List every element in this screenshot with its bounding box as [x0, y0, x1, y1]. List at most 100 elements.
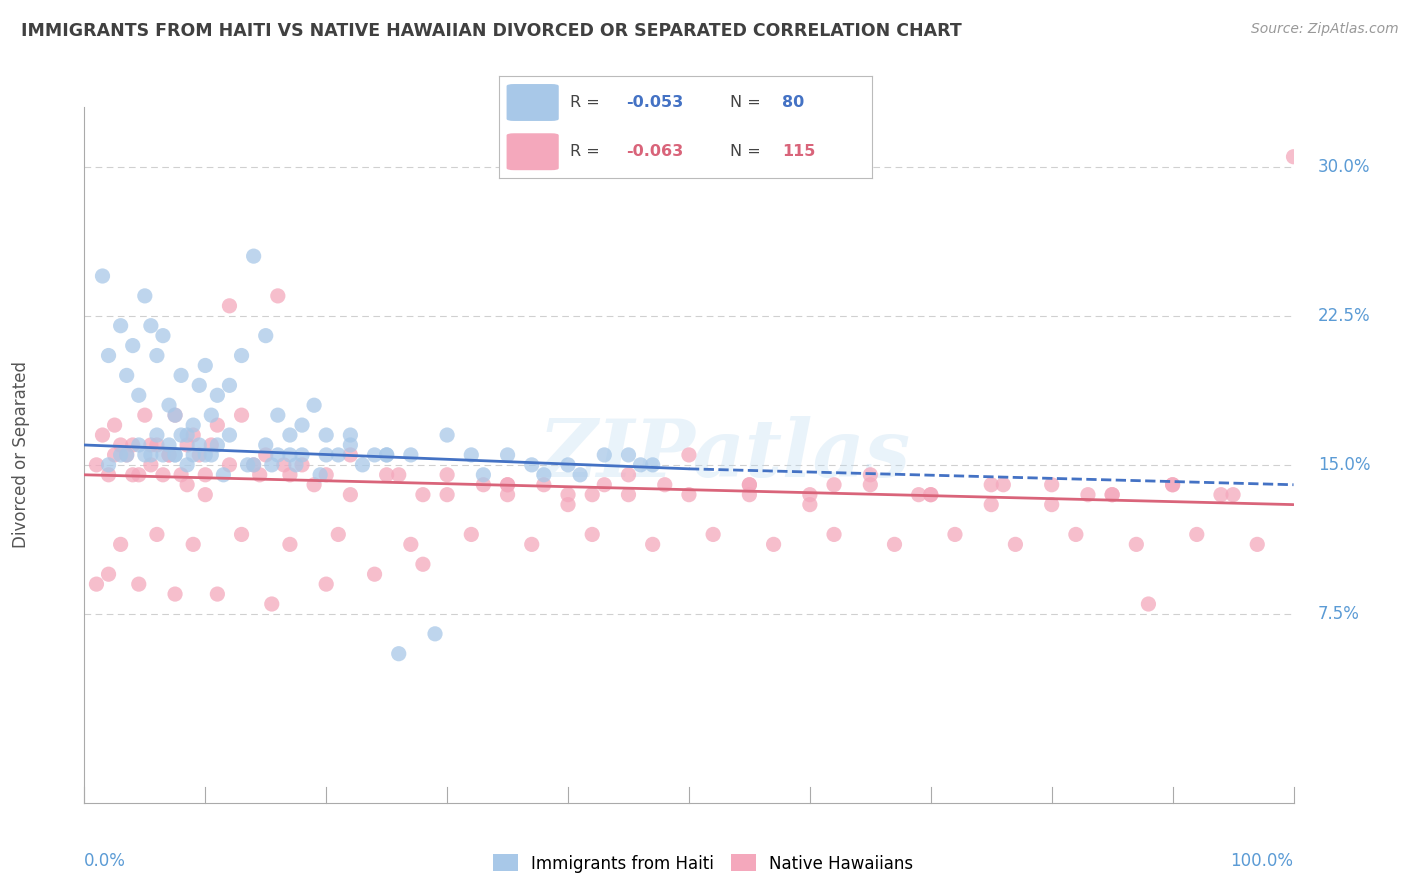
Point — [412, 558, 434, 572]
Point — [249, 467, 271, 482]
Point — [273, 458, 295, 472]
Point — [328, 527, 350, 541]
Point — [920, 488, 942, 502]
Point — [630, 458, 652, 472]
Point — [412, 488, 434, 502]
Point — [859, 467, 882, 482]
Point — [212, 467, 235, 482]
Point — [339, 438, 361, 452]
Point — [188, 378, 211, 392]
Point — [207, 418, 229, 433]
Point — [738, 477, 761, 491]
Point — [496, 488, 519, 502]
Point — [231, 349, 253, 363]
Point — [678, 488, 700, 502]
Point — [128, 388, 150, 402]
Point — [641, 537, 664, 551]
Point — [496, 477, 519, 491]
Point — [176, 458, 198, 472]
Point — [146, 428, 169, 442]
Point — [121, 467, 143, 482]
Text: -0.063: -0.063 — [626, 145, 683, 160]
Point — [181, 418, 204, 433]
Point — [110, 448, 132, 462]
Point — [315, 428, 337, 442]
Text: Divorced or Separated: Divorced or Separated — [11, 361, 30, 549]
Point — [375, 448, 398, 462]
Point — [823, 477, 845, 491]
Point — [157, 448, 180, 462]
Text: R =: R = — [569, 95, 605, 110]
Point — [617, 448, 640, 462]
Point — [278, 448, 301, 462]
Point — [152, 467, 174, 482]
Point — [146, 438, 169, 452]
Point — [170, 368, 193, 383]
Point — [139, 438, 162, 452]
Point — [1246, 537, 1268, 551]
Point — [194, 448, 217, 462]
Point — [352, 458, 374, 472]
Point — [200, 408, 222, 422]
Point — [267, 408, 290, 422]
Point — [104, 418, 127, 433]
Point — [121, 438, 143, 452]
Point — [207, 587, 229, 601]
Point — [388, 467, 411, 482]
Point — [200, 438, 222, 452]
Point — [423, 627, 446, 641]
Point — [115, 448, 138, 462]
Point — [97, 467, 120, 482]
Point — [920, 488, 942, 502]
Point — [218, 378, 240, 392]
Point — [436, 428, 458, 442]
Text: 80: 80 — [782, 95, 804, 110]
Point — [593, 477, 616, 491]
Point — [883, 537, 905, 551]
Point — [799, 488, 821, 502]
Text: N =: N = — [730, 145, 766, 160]
FancyBboxPatch shape — [506, 133, 558, 170]
Text: 7.5%: 7.5% — [1317, 605, 1360, 623]
Point — [165, 408, 187, 422]
Point — [165, 448, 187, 462]
Point — [654, 477, 676, 491]
FancyBboxPatch shape — [506, 84, 558, 121]
Point — [738, 477, 761, 491]
Point — [181, 428, 204, 442]
Point — [581, 488, 603, 502]
Point — [1040, 477, 1063, 491]
Point — [315, 577, 337, 591]
Text: 22.5%: 22.5% — [1317, 307, 1371, 325]
Text: 30.0%: 30.0% — [1317, 158, 1371, 176]
Point — [284, 458, 308, 472]
Text: IMMIGRANTS FROM HAITI VS NATIVE HAWAIIAN DIVORCED OR SEPARATED CORRELATION CHART: IMMIGRANTS FROM HAITI VS NATIVE HAWAIIAN… — [21, 22, 962, 40]
Point — [139, 458, 162, 472]
Point — [1137, 597, 1160, 611]
Point — [176, 438, 198, 452]
Point — [472, 477, 495, 491]
Point — [472, 467, 495, 482]
Point — [260, 458, 283, 472]
Point — [139, 318, 162, 333]
Point — [943, 527, 966, 541]
Point — [702, 527, 724, 541]
Point — [520, 537, 543, 551]
Point — [460, 527, 482, 541]
Point — [339, 488, 361, 502]
Point — [907, 488, 929, 502]
Text: R =: R = — [569, 145, 605, 160]
Point — [581, 527, 603, 541]
Point — [231, 408, 253, 422]
Point — [823, 527, 845, 541]
Point — [617, 488, 640, 502]
Text: 100.0%: 100.0% — [1230, 853, 1294, 871]
Point — [110, 318, 132, 333]
Point — [496, 448, 519, 462]
Point — [363, 448, 385, 462]
Point — [1161, 477, 1184, 491]
Point — [533, 467, 555, 482]
Point — [617, 467, 640, 482]
Point — [278, 428, 301, 442]
Point — [339, 428, 361, 442]
